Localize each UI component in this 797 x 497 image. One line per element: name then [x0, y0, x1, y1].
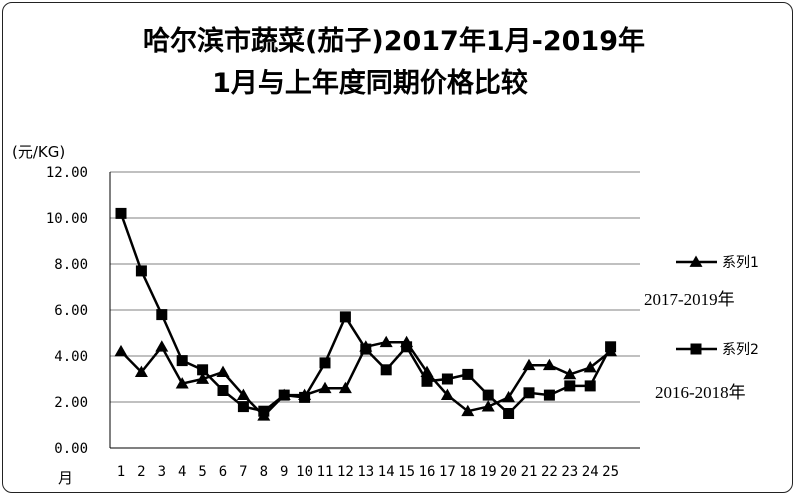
series-period-note: 2016-2018年 — [655, 383, 746, 402]
series-period-note: 2017-2019年 — [644, 290, 735, 309]
square-point — [176, 355, 188, 367]
triangle-point — [502, 390, 516, 403]
x-tick-label: 13 — [357, 464, 374, 480]
x-tick-label: 7 — [239, 464, 247, 480]
triangle-point — [175, 377, 189, 389]
triangle-point — [522, 358, 536, 371]
square-point — [564, 380, 576, 392]
x-tick-label: 16 — [419, 464, 436, 480]
x-tick-label: 9 — [280, 464, 288, 480]
x-tick-label: 5 — [198, 464, 206, 480]
square-point — [115, 207, 127, 219]
y-axis-unit-label: (元/KG) — [12, 143, 65, 161]
legend-marker — [689, 255, 703, 267]
triangle-point — [196, 372, 210, 384]
triangle-point — [461, 404, 475, 417]
square-point — [401, 341, 413, 353]
legend-item-2: 系列2 2016-2018年 — [655, 342, 759, 402]
x-tick-label: 10 — [296, 464, 313, 480]
y-tick-label: 0.00 — [54, 441, 88, 457]
square-point — [156, 309, 168, 321]
series-layer — [114, 207, 618, 421]
x-tick-label: 18 — [459, 464, 476, 480]
square-point — [360, 343, 372, 355]
triangle-point — [318, 381, 332, 394]
y-tick-label: 2.00 — [54, 395, 88, 411]
x-tick-label: 8 — [260, 464, 268, 480]
square-point — [237, 401, 249, 413]
legend-label: 系列1 — [722, 255, 759, 271]
square-point — [523, 387, 535, 399]
series-2 — [115, 207, 617, 419]
triangle-point — [583, 361, 597, 373]
square-point — [197, 364, 209, 376]
square-point — [584, 380, 596, 392]
square-point — [135, 265, 147, 277]
legend-item-1: 系列1 2017-2019年 — [644, 255, 759, 309]
square-point — [380, 364, 392, 376]
x-tick-label: 21 — [521, 464, 538, 480]
x-tick-label: 20 — [500, 464, 517, 480]
triangle-point — [338, 381, 352, 394]
square-point — [503, 408, 515, 419]
x-tick-label: 1 — [117, 464, 125, 480]
triangle-point — [440, 388, 454, 400]
x-tick-label: 23 — [561, 464, 578, 480]
y-tick-label: 10.00 — [46, 211, 88, 227]
square-point — [441, 373, 453, 385]
x-tick-label: 24 — [582, 464, 599, 480]
triangle-point — [236, 388, 250, 400]
series-line — [119, 212, 612, 416]
x-tick-label: 14 — [378, 464, 395, 480]
x-tick-label: 12 — [337, 464, 354, 480]
triangle-point — [379, 335, 393, 348]
axes — [109, 172, 640, 449]
x-tick-label: 3 — [158, 464, 166, 480]
triangle-point — [542, 358, 556, 371]
square-point — [319, 357, 331, 369]
y-axis-ticks: 0.00 2.00 4.00 6.00 8.00 10.00 12.00 — [46, 165, 88, 457]
x-tick-label: 4 — [178, 464, 186, 480]
x-axis-ticks: 1 2 3 4 5 6 7 8 9 10 11 12 13 14 15 16 17 18 19 20 21 22 23 24 2… — [117, 464, 619, 480]
x-tick-label: 11 — [317, 464, 334, 480]
gridlines — [110, 171, 640, 403]
y-tick-label: 6.00 — [54, 303, 88, 319]
legend-label: 系列2 — [722, 342, 759, 358]
square-point — [482, 389, 494, 401]
x-tick-label: 25 — [602, 464, 619, 480]
x-tick-label: 2 — [137, 464, 145, 480]
square-point — [278, 389, 290, 401]
triangle-point — [216, 365, 230, 377]
legend-marker — [690, 343, 702, 355]
square-point — [299, 391, 311, 403]
x-tick-label: 15 — [398, 464, 415, 480]
square-point — [605, 341, 617, 353]
chart-title-line2: 1月与上年度同期价格比较 — [212, 67, 528, 99]
x-tick-label: 17 — [439, 464, 456, 480]
triangle-point — [134, 365, 148, 377]
y-tick-label: 12.00 — [46, 165, 88, 181]
square-point — [543, 389, 555, 401]
triangle-point — [481, 400, 495, 412]
chart-title-line1: 哈尔滨市蔬菜(茄子)2017年1月-2019年 — [143, 25, 645, 57]
x-tick-label: 22 — [541, 464, 558, 480]
square-point — [217, 385, 229, 396]
x-tick-label: 6 — [219, 464, 227, 480]
y-tick-label: 4.00 — [54, 349, 88, 365]
x-tick-label: 19 — [480, 464, 497, 480]
square-point — [258, 405, 270, 417]
triangle-point — [155, 340, 169, 352]
triangle-point — [563, 367, 577, 380]
square-point — [421, 375, 433, 387]
triangle-point — [114, 344, 128, 357]
square-point — [462, 368, 474, 380]
y-tick-label: 8.00 — [54, 257, 88, 273]
x-axis-label: 月 — [58, 469, 73, 487]
square-point — [339, 311, 351, 323]
